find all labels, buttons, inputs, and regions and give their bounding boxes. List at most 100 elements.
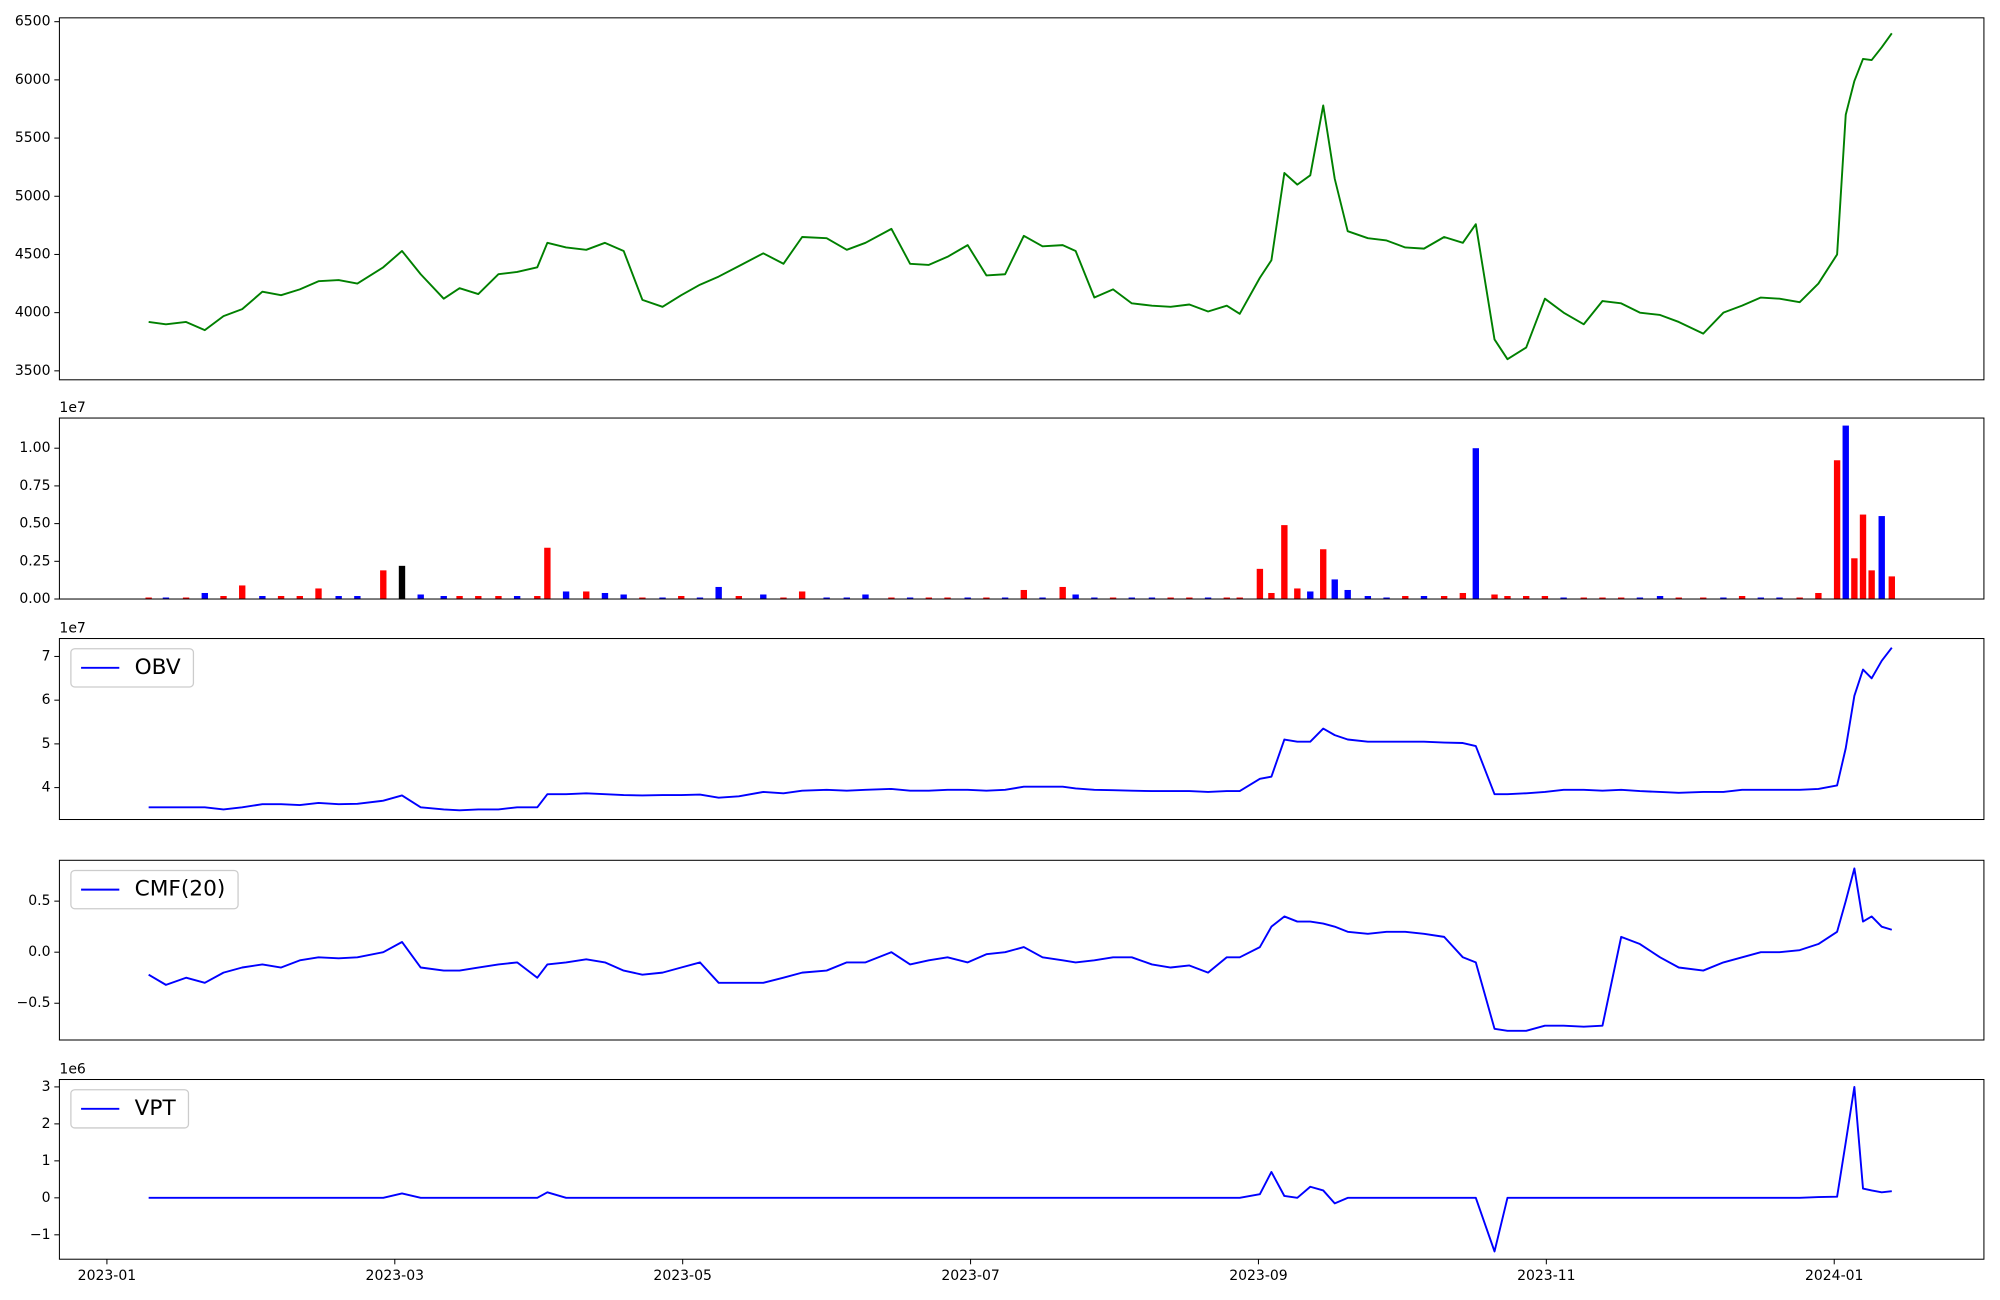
legend-label: OBV bbox=[135, 655, 181, 680]
axis-offset: 1e7 bbox=[59, 400, 85, 416]
bar bbox=[798, 591, 806, 600]
y-tick-label: 0.0 bbox=[28, 944, 50, 960]
bar bbox=[1186, 597, 1193, 600]
line-series bbox=[148, 647, 1893, 812]
bar bbox=[354, 596, 361, 600]
bar bbox=[1256, 568, 1264, 600]
bar bbox=[1204, 597, 1212, 600]
bar bbox=[220, 596, 227, 600]
bar bbox=[456, 596, 463, 600]
bar bbox=[380, 570, 387, 600]
bar bbox=[888, 597, 895, 600]
bar bbox=[1878, 516, 1885, 600]
bar bbox=[1504, 596, 1511, 600]
bar bbox=[1815, 592, 1822, 600]
bar bbox=[1223, 597, 1230, 600]
bar bbox=[1440, 596, 1448, 600]
bar bbox=[182, 597, 190, 600]
bar bbox=[1344, 589, 1351, 600]
y-tick-label: 1 bbox=[42, 1153, 51, 1169]
panel: 3500 4000 4500 5000 5500 6000 6500 bbox=[15, 14, 1985, 381]
bar bbox=[201, 592, 208, 600]
bar bbox=[843, 597, 850, 600]
bar bbox=[735, 596, 743, 600]
legend-box bbox=[70, 869, 239, 910]
bar bbox=[906, 597, 914, 600]
x-tick-label: 2023-05 bbox=[653, 1268, 712, 1284]
bar bbox=[1859, 514, 1867, 600]
y-tick-label: 6500 bbox=[15, 14, 51, 30]
bar bbox=[1281, 525, 1288, 600]
bar bbox=[1364, 596, 1372, 600]
bar bbox=[1294, 588, 1301, 600]
bar bbox=[259, 596, 266, 600]
bar bbox=[1128, 597, 1135, 600]
bar bbox=[583, 591, 590, 600]
y-tick-label: 4 bbox=[42, 780, 51, 796]
bar bbox=[1636, 597, 1644, 600]
bar bbox=[315, 588, 322, 600]
bar bbox=[823, 597, 830, 600]
bar bbox=[1599, 597, 1606, 600]
bar bbox=[1039, 597, 1046, 600]
y-tick-label: 6000 bbox=[15, 72, 51, 88]
y-tick-label: 3500 bbox=[15, 363, 51, 379]
bar bbox=[162, 597, 170, 600]
bar bbox=[1020, 589, 1028, 600]
bar bbox=[659, 597, 666, 600]
y-tick-label: 7 bbox=[42, 648, 51, 664]
y-tick-label: 5500 bbox=[15, 130, 51, 146]
bar bbox=[1072, 594, 1079, 600]
bar bbox=[1001, 597, 1009, 600]
bar bbox=[1757, 597, 1764, 600]
axis-offset: 1e7 bbox=[59, 620, 85, 636]
bar bbox=[398, 565, 406, 600]
bar bbox=[277, 596, 285, 600]
bar bbox=[1402, 596, 1409, 600]
bar bbox=[1541, 596, 1549, 600]
y-tick-label: 3 bbox=[42, 1079, 51, 1095]
x-tick-label: 2023-11 bbox=[1517, 1268, 1576, 1284]
legend-box bbox=[70, 648, 195, 688]
legend-label: VPT bbox=[135, 1096, 177, 1121]
bar bbox=[239, 585, 246, 600]
line-series bbox=[148, 32, 1893, 361]
bar bbox=[1268, 592, 1275, 600]
axes-frame bbox=[58, 859, 1985, 1041]
y-tick-label: 6 bbox=[42, 692, 51, 708]
bar bbox=[944, 597, 951, 600]
bar bbox=[296, 596, 303, 600]
bar bbox=[534, 596, 541, 600]
bar bbox=[475, 596, 482, 600]
bar bbox=[696, 597, 704, 600]
bar bbox=[862, 594, 869, 600]
bar bbox=[1833, 460, 1841, 600]
bar bbox=[1888, 576, 1895, 600]
y-tick-label: 4000 bbox=[15, 305, 51, 321]
bar bbox=[1738, 596, 1746, 600]
x-tick-label: 2023-01 bbox=[78, 1268, 137, 1284]
bar bbox=[1580, 597, 1587, 600]
bar bbox=[1459, 592, 1467, 600]
bar bbox=[1776, 597, 1783, 600]
legend: OBV bbox=[70, 648, 195, 688]
bar bbox=[1109, 597, 1117, 600]
x-tick-label: 2023-03 bbox=[366, 1268, 425, 1284]
y-tick-label: −1 bbox=[30, 1227, 51, 1243]
bar bbox=[1868, 570, 1875, 600]
y-tick-label: 5000 bbox=[15, 188, 51, 204]
bar bbox=[1675, 597, 1682, 600]
y-tick-label: 1.00 bbox=[19, 440, 50, 456]
y-tick-label: 0.5 bbox=[28, 893, 50, 909]
axes-frame bbox=[58, 417, 1985, 600]
bar bbox=[1472, 448, 1479, 600]
bar bbox=[335, 596, 342, 600]
bar bbox=[1307, 591, 1314, 600]
y-tick-label: 2 bbox=[42, 1116, 51, 1132]
bar bbox=[1420, 596, 1428, 600]
bar bbox=[780, 597, 787, 600]
bar bbox=[1331, 579, 1338, 600]
bar bbox=[544, 547, 551, 600]
line-series bbox=[148, 867, 1893, 1032]
